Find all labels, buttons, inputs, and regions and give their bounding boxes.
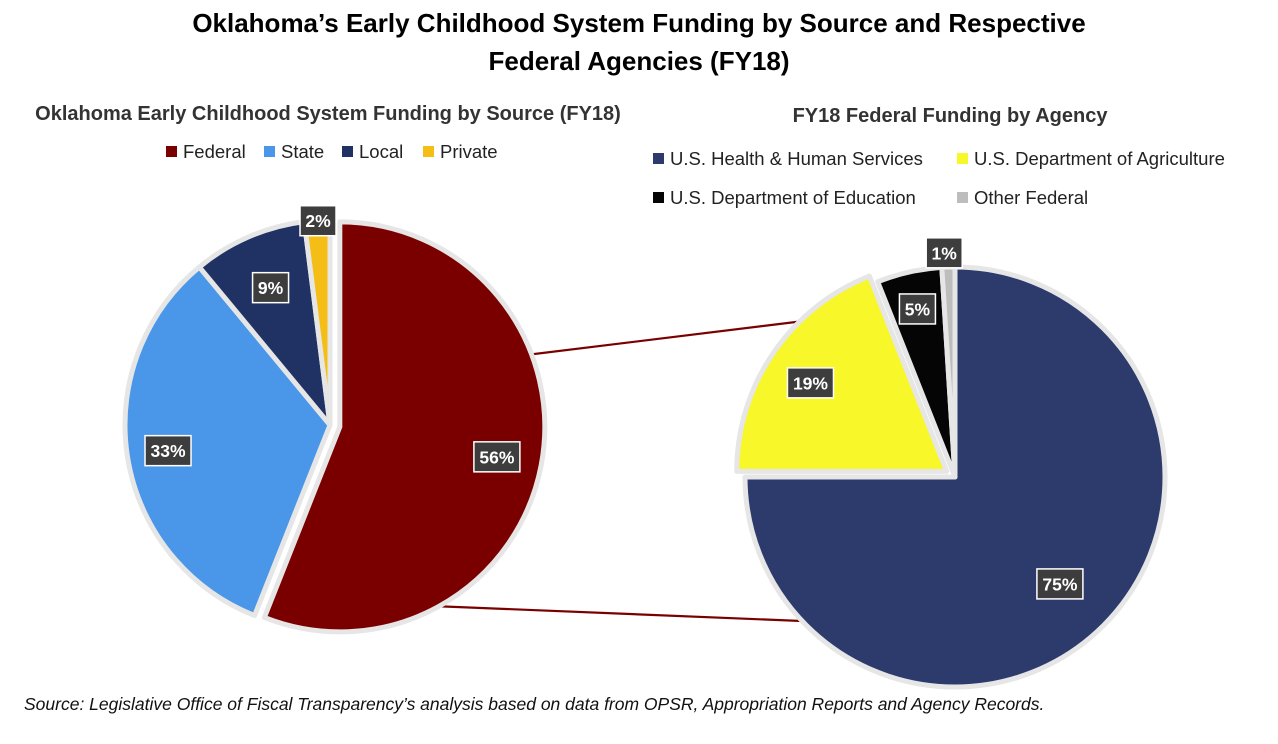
pie-chart-2: FY18 Federal Funding by Agency U.S. Healt…: [653, 105, 1225, 690]
legend-swatch-state: [264, 146, 275, 157]
connector-line-bottom: [431, 604, 827, 624]
legend-swatch-private: [423, 146, 434, 157]
data-label-local: 9%: [251, 271, 290, 304]
main-title-line-1: Oklahoma’s Early Childhood System Fundin…: [192, 8, 1086, 38]
data-label-text: 1%: [932, 243, 958, 263]
legend-label-other-federal: Other Federal: [974, 187, 1088, 208]
data-label-box: [898, 293, 937, 325]
legend-swatch-u-s-department-of-agriculture: [957, 153, 968, 164]
data-label-box: [299, 204, 337, 237]
legend-swatch-local: [342, 146, 353, 157]
data-label-federal: 56%: [473, 441, 521, 473]
legend-swatch-u-s-department-of-education: [653, 192, 664, 203]
legend-swatch-other-federal: [957, 192, 968, 203]
pie-slice-federal: [261, 219, 548, 635]
legend-label-u-s-department-of-agriculture: U.S. Department of Agriculture: [974, 148, 1225, 169]
data-label-text: 56%: [479, 447, 514, 467]
pie-chart-1: Oklahoma Early Childhood System Funding …: [35, 103, 621, 635]
data-label-box: [1036, 568, 1084, 600]
chart-title: Oklahoma Early Childhood System Funding …: [35, 103, 621, 125]
data-label-u-s-department-of-agriculture: 19%: [786, 367, 835, 399]
legend-label-u-s-health-human-services: U.S. Health & Human Services: [670, 148, 923, 169]
legend-label-state: State: [281, 141, 324, 162]
data-label-text: 19%: [793, 373, 828, 393]
data-label-text: 33%: [151, 441, 186, 461]
legend-label-local: Local: [359, 141, 403, 162]
data-label-box: [925, 237, 963, 269]
data-label-u-s-department-of-education: 5%: [898, 293, 937, 325]
legend-label-federal: Federal: [183, 141, 246, 162]
data-label-text: 75%: [1042, 574, 1077, 594]
legend-label-private: Private: [440, 141, 498, 162]
connector-line-top: [517, 318, 813, 358]
source-note: Source: Legislative Office of Fiscal Tra…: [24, 694, 1045, 714]
data-label-box: [473, 441, 521, 473]
data-label-box: [144, 434, 192, 467]
data-label-u-s-health-human-services: 75%: [1036, 568, 1084, 600]
chart-title: FY18 Federal Funding by Agency: [793, 105, 1109, 127]
data-label-other-federal: 1%: [925, 237, 963, 269]
data-label-state: 33%: [144, 434, 192, 467]
main-title-line-2: Federal Agencies (FY18): [488, 46, 790, 76]
data-label-text: 5%: [905, 299, 931, 319]
pie-slice-u-s-department-of-agriculture: [734, 273, 950, 474]
data-label-box: [786, 367, 835, 399]
legend-swatch-federal: [166, 146, 177, 157]
data-label-box: [251, 271, 290, 304]
data-label-private: 2%: [299, 204, 337, 237]
pie-slice-state: [122, 264, 333, 619]
data-label-text: 2%: [305, 211, 331, 231]
legend-label-u-s-department-of-education: U.S. Department of Education: [670, 187, 916, 208]
legend-swatch-u-s-health-human-services: [653, 153, 664, 164]
data-label-text: 9%: [258, 278, 284, 298]
